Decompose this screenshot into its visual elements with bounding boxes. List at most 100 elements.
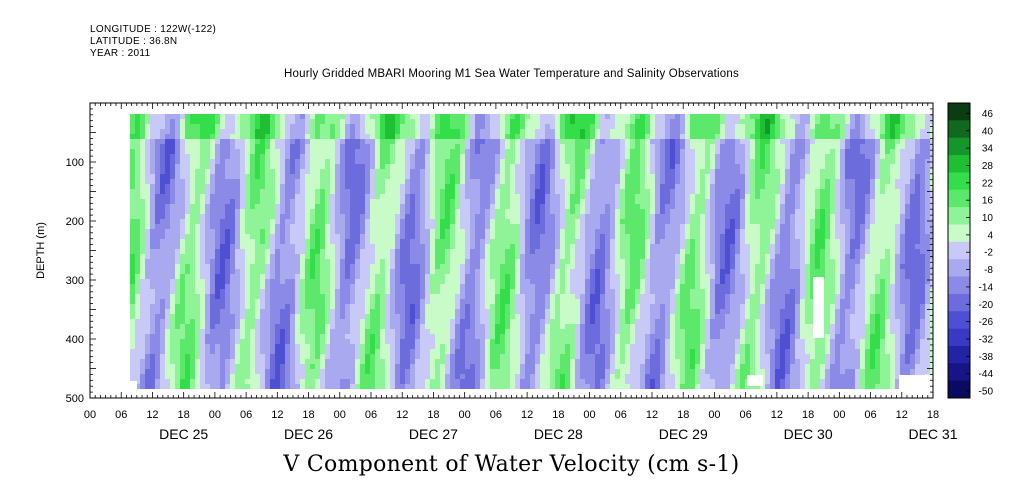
contour-cell <box>510 239 515 244</box>
contour-cell <box>520 334 525 339</box>
contour-cell <box>290 259 295 264</box>
contour-cell <box>530 379 535 384</box>
contour-cell <box>390 169 395 174</box>
contour-cell <box>545 274 550 279</box>
contour-cell <box>485 279 490 284</box>
contour-cell <box>425 239 430 244</box>
contour-cell <box>135 304 140 309</box>
contour-cell <box>250 234 255 239</box>
contour-cell <box>155 199 160 204</box>
contour-cell <box>250 354 255 359</box>
contour-cell <box>240 239 245 244</box>
contour-cell <box>560 194 565 199</box>
contour-cell <box>500 124 505 129</box>
contour-cell <box>265 144 270 149</box>
contour-cell <box>470 204 475 209</box>
contour-cell <box>225 349 230 354</box>
contour-cell <box>185 324 190 329</box>
contour-cell <box>190 114 195 119</box>
contour-cell <box>175 259 180 264</box>
contour-cell <box>180 229 185 234</box>
contour-cell <box>570 229 575 234</box>
contour-cell <box>355 194 360 199</box>
contour-cell <box>480 359 485 364</box>
contour-cell <box>425 134 430 139</box>
contour-cell <box>180 384 185 389</box>
contour-cell <box>570 264 575 269</box>
contour-cell <box>470 249 475 254</box>
contour-cell <box>135 229 140 234</box>
contour-cell <box>480 259 485 264</box>
contour-cell <box>560 354 565 359</box>
contour-cell <box>570 269 575 274</box>
contour-cell <box>460 154 465 159</box>
contour-cell <box>200 239 205 244</box>
contour-cell <box>135 194 140 199</box>
contour-cell <box>290 229 295 234</box>
contour-cell <box>540 334 545 339</box>
contour-cell <box>160 369 165 374</box>
contour-cell <box>210 239 215 244</box>
contour-cell <box>500 314 505 319</box>
contour-cell <box>575 339 580 344</box>
contour-cell <box>235 284 240 289</box>
contour-cell <box>365 299 370 304</box>
contour-cell <box>340 384 345 389</box>
contour-cell <box>305 344 310 349</box>
contour-cell <box>420 369 425 374</box>
contour-cell <box>480 349 485 354</box>
contour-cell <box>290 314 295 319</box>
contour-cell <box>400 169 405 174</box>
contour-cell <box>440 344 445 349</box>
contour-cell <box>270 194 275 199</box>
contour-cell <box>415 144 420 149</box>
contour-cell <box>325 204 330 209</box>
contour-cell <box>530 179 535 184</box>
contour-cell <box>555 304 560 309</box>
contour-cell <box>380 144 385 149</box>
contour-cell <box>325 294 330 299</box>
contour-cell <box>215 119 220 124</box>
contour-cell <box>250 279 255 284</box>
contour-cell <box>450 374 455 379</box>
contour-cell <box>345 214 350 219</box>
contour-cell <box>440 174 445 179</box>
contour-cell <box>240 214 245 219</box>
contour-cell <box>420 124 425 129</box>
contour-cell <box>445 169 450 174</box>
contour-cell <box>440 294 445 299</box>
contour-cell <box>245 254 250 259</box>
contour-cell <box>320 289 325 294</box>
contour-cell <box>175 229 180 234</box>
contour-cell <box>300 234 305 239</box>
contour-cell <box>130 214 135 219</box>
contour-cell <box>235 384 240 389</box>
contour-cell <box>495 259 500 264</box>
contour-cell <box>205 189 210 194</box>
contour-cell <box>245 169 250 174</box>
contour-cell <box>185 239 190 244</box>
contour-cell <box>335 244 340 249</box>
contour-cell <box>365 189 370 194</box>
contour-cell <box>255 309 260 314</box>
contour-cell <box>270 184 275 189</box>
contour-cell <box>460 379 465 384</box>
contour-cell <box>435 159 440 164</box>
contour-cell <box>210 334 215 339</box>
contour-cell <box>155 244 160 249</box>
contour-cell <box>575 279 580 284</box>
contour-cell <box>580 129 585 134</box>
contour-cell <box>545 164 550 169</box>
contour-cell <box>155 299 160 304</box>
contour-cell <box>390 194 395 199</box>
contour-cell <box>435 269 440 274</box>
contour-cell <box>485 154 490 159</box>
contour-cell <box>365 344 370 349</box>
contour-cell <box>450 299 455 304</box>
contour-cell <box>165 174 170 179</box>
contour-cell <box>345 239 350 244</box>
contour-cell <box>395 304 400 309</box>
contour-cell <box>565 344 570 349</box>
contour-cell <box>455 274 460 279</box>
contour-cell <box>140 144 145 149</box>
